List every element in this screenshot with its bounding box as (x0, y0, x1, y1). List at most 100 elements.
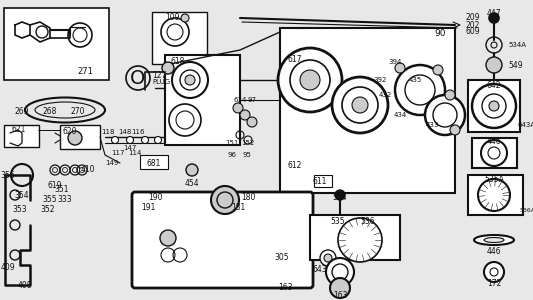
Circle shape (185, 75, 195, 85)
Text: 410: 410 (81, 166, 95, 175)
Circle shape (72, 167, 77, 172)
Circle shape (62, 167, 68, 172)
Circle shape (79, 167, 85, 172)
Circle shape (161, 18, 189, 46)
Circle shape (240, 110, 250, 120)
Circle shape (126, 136, 133, 143)
Text: 392: 392 (373, 77, 386, 83)
Text: 270: 270 (71, 107, 85, 116)
Text: 618: 618 (171, 56, 185, 65)
Text: 534A: 534A (508, 42, 526, 48)
Text: 634: 634 (233, 97, 247, 103)
Text: 446: 446 (487, 137, 502, 146)
Text: 612: 612 (288, 160, 302, 169)
Bar (60, 125, 100, 149)
Circle shape (433, 65, 443, 75)
Text: 643A: 643A (518, 122, 533, 128)
Circle shape (478, 179, 510, 211)
Text: 151: 151 (225, 140, 239, 146)
Bar (4, 125, 39, 147)
Text: 117: 117 (111, 150, 125, 156)
Text: 191: 191 (141, 203, 155, 212)
Circle shape (141, 136, 149, 143)
Circle shape (181, 14, 189, 22)
Circle shape (326, 258, 354, 286)
Bar (472, 138, 517, 168)
Circle shape (395, 63, 405, 73)
Text: 333: 333 (58, 196, 72, 205)
Circle shape (68, 131, 82, 145)
Text: 355: 355 (43, 196, 58, 205)
FancyBboxPatch shape (132, 192, 313, 288)
Circle shape (155, 136, 161, 143)
Text: 305: 305 (274, 254, 289, 262)
Text: 534: 534 (333, 193, 348, 202)
Text: 268: 268 (43, 107, 57, 116)
Circle shape (352, 97, 368, 113)
Circle shape (160, 230, 176, 246)
Circle shape (233, 103, 243, 113)
Text: 434: 434 (393, 112, 407, 118)
Circle shape (491, 42, 497, 48)
Text: 408: 408 (18, 280, 33, 290)
Circle shape (489, 13, 499, 23)
Text: 681: 681 (147, 158, 161, 167)
Bar (135, 195, 310, 285)
Circle shape (445, 90, 455, 100)
Bar (468, 175, 523, 215)
Text: 127: 127 (152, 70, 166, 80)
Circle shape (278, 48, 342, 112)
Circle shape (320, 250, 336, 266)
Text: 148: 148 (118, 129, 132, 135)
Circle shape (52, 167, 58, 172)
Circle shape (300, 70, 320, 90)
Circle shape (425, 95, 465, 135)
Bar (152, 12, 207, 64)
Circle shape (247, 117, 257, 127)
Circle shape (481, 140, 507, 166)
Text: 447: 447 (487, 8, 502, 17)
Circle shape (111, 136, 118, 143)
Circle shape (338, 218, 382, 262)
Circle shape (172, 62, 208, 98)
Text: 535A: 535A (484, 176, 504, 184)
Bar (310, 215, 400, 260)
Text: 269: 269 (15, 107, 29, 116)
Text: 394: 394 (389, 59, 402, 65)
Text: 116: 116 (131, 129, 145, 135)
Bar (468, 80, 520, 132)
Circle shape (332, 77, 388, 133)
Text: 356: 356 (1, 170, 15, 179)
Circle shape (324, 254, 332, 262)
Text: 354: 354 (15, 190, 29, 200)
Text: O: O (130, 68, 146, 88)
Text: 147: 147 (123, 145, 136, 151)
Text: 621: 621 (12, 125, 26, 134)
Text: 181: 181 (231, 203, 245, 212)
Circle shape (169, 104, 201, 136)
Text: 446: 446 (487, 248, 502, 256)
Text: 190: 190 (148, 194, 162, 202)
Text: 619: 619 (48, 181, 62, 190)
Circle shape (162, 62, 174, 74)
Text: 535: 535 (330, 218, 345, 226)
Circle shape (484, 262, 504, 282)
Circle shape (330, 278, 350, 298)
Text: 97: 97 (247, 97, 256, 103)
Text: 118: 118 (101, 129, 115, 135)
Text: 620: 620 (63, 127, 77, 136)
Text: 271: 271 (77, 68, 93, 76)
Text: PLUG: PLUG (152, 79, 170, 85)
Text: 536A: 536A (520, 208, 533, 212)
Text: 163: 163 (333, 290, 348, 299)
Text: 109: 109 (165, 14, 179, 22)
Text: 209: 209 (465, 14, 480, 22)
Bar (314, 175, 332, 187)
Bar (4, 8, 109, 80)
Text: 617: 617 (288, 56, 302, 64)
Bar (140, 155, 168, 169)
Text: 180: 180 (241, 194, 255, 202)
Text: 172: 172 (487, 280, 501, 289)
Text: 435: 435 (408, 77, 422, 83)
Text: 433: 433 (425, 122, 439, 128)
